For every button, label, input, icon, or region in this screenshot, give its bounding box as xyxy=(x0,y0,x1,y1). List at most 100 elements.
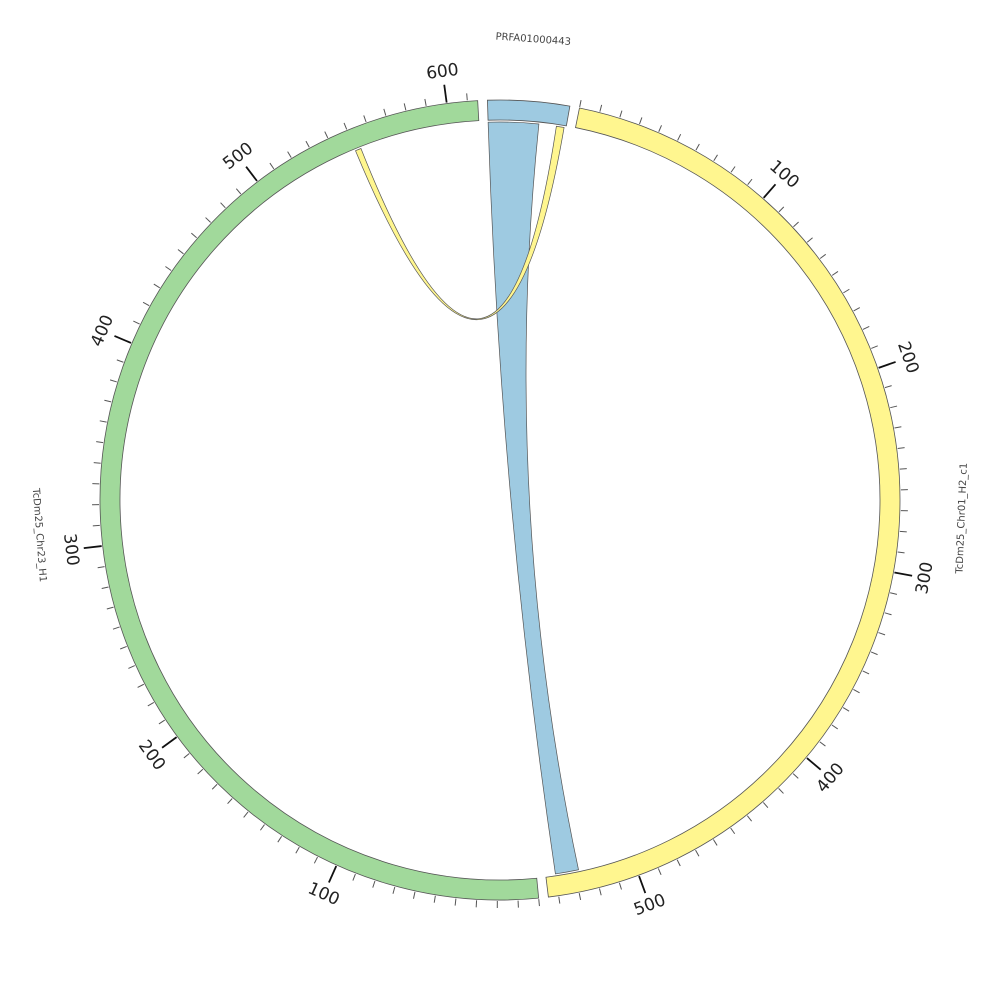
tick-chr01-major xyxy=(894,572,912,575)
tick-chr23-minor xyxy=(102,587,109,589)
tick-chr01-minor xyxy=(747,816,751,822)
tick-chr23-minor xyxy=(159,720,165,724)
tick-chr01-minor xyxy=(579,893,580,900)
tick-chr01-minor xyxy=(885,613,892,615)
tick-chr01-minor xyxy=(696,144,699,150)
tick-chr01-minor xyxy=(853,689,859,692)
tick-chr23-minor xyxy=(228,799,233,804)
tick-chr23-minor xyxy=(353,874,356,881)
tick-chr23-minor xyxy=(539,899,540,906)
segment-label-chr01: TcDm25_Chr01_H2_c1 xyxy=(954,463,969,575)
tick-label-chr23: 300 xyxy=(59,532,83,567)
tick-chr01-minor xyxy=(779,207,784,212)
links-layer xyxy=(356,122,579,874)
tick-chr23-minor xyxy=(325,132,328,138)
tick-chr01-minor xyxy=(894,427,901,428)
tick-label-chr01: 400 xyxy=(813,759,849,797)
tick-chr01-minor xyxy=(559,897,560,904)
tick-chr01-minor xyxy=(898,552,905,553)
tick-chr01-minor xyxy=(731,167,735,173)
tick-chr23-minor xyxy=(94,463,101,464)
tick-chr01-minor xyxy=(807,238,812,242)
tick-label-chr23: 600 xyxy=(425,60,460,84)
tick-chr23-minor xyxy=(344,123,347,129)
tick-chr01-minor xyxy=(658,868,661,874)
tick-chr01-minor xyxy=(843,708,849,712)
tick-chr01-minor xyxy=(779,788,784,793)
tick-chr01-minor xyxy=(580,100,581,107)
tick-chr01-minor xyxy=(878,633,885,635)
tick-chr23-minor xyxy=(98,567,105,568)
tick-chr01-minor xyxy=(900,469,907,470)
tick-chr23-minor xyxy=(128,666,134,669)
tick-chr23-minor xyxy=(244,812,248,817)
tick-chr23-major xyxy=(329,866,336,882)
tick-chr01-major xyxy=(764,184,776,198)
tick-chr23-minor xyxy=(260,825,264,831)
tick-chr23-minor xyxy=(143,302,149,305)
tick-label-chr23: 400 xyxy=(87,312,118,350)
tick-chr23-minor xyxy=(184,754,189,758)
tick-chr01-minor xyxy=(748,179,752,185)
segment-label-PRFA01000443: PRFA01000443 xyxy=(495,31,571,47)
tick-chr23-minor xyxy=(306,141,309,147)
segment-chr01 xyxy=(546,108,900,897)
tick-chr23-minor xyxy=(455,899,456,906)
tick-chr23-minor xyxy=(413,892,414,899)
tick-chr01-minor xyxy=(600,105,602,112)
tick-chr01-minor xyxy=(678,134,681,140)
tick-chr23-minor xyxy=(100,421,107,422)
tick-chr01-minor xyxy=(619,883,621,890)
link-0 xyxy=(488,122,578,874)
tick-chr23-minor xyxy=(278,836,282,842)
tick-label-chr23: 200 xyxy=(134,736,169,774)
tick-chr23-major xyxy=(114,336,131,343)
tick-chr23-minor xyxy=(191,233,196,238)
tick-chr01-minor xyxy=(820,254,826,258)
tick-chr23-minor xyxy=(393,887,395,894)
tick-chr01-minor xyxy=(890,593,897,595)
tick-label-chr23: 100 xyxy=(305,879,343,911)
tick-chr23-minor xyxy=(120,646,127,649)
tick-chr01-minor xyxy=(713,840,717,846)
tick-chr01-minor xyxy=(885,386,892,388)
tick-chr01-minor xyxy=(793,222,798,227)
tick-chr01-minor xyxy=(820,742,826,746)
tick-chr23-minor xyxy=(384,109,386,116)
tick-chr23-minor xyxy=(117,360,124,362)
tick-chr23-minor xyxy=(270,163,274,169)
tick-chr23-minor xyxy=(154,284,160,288)
tick-chr01-minor xyxy=(793,774,798,779)
tick-chr23-major xyxy=(246,167,257,181)
tick-chr23-major xyxy=(84,546,102,548)
tick-chr23-minor xyxy=(221,203,226,208)
tick-chr23-minor xyxy=(107,607,114,609)
tick-label-chr01: 300 xyxy=(912,560,938,596)
tick-chr01-minor xyxy=(599,888,601,895)
tick-chr01-minor xyxy=(871,346,877,349)
tick-chr01-minor xyxy=(731,828,735,834)
tick-chr23-minor xyxy=(467,93,468,100)
tick-chr23-minor xyxy=(296,847,300,853)
tick-chr01-minor xyxy=(871,652,877,655)
tick-chr23-minor xyxy=(113,627,120,629)
tick-chr01-minor xyxy=(832,271,838,275)
segment-label-chr23: TcDm25_Chr23_H1 xyxy=(30,487,48,583)
tick-chr01-major xyxy=(879,362,896,368)
tick-chr23-minor xyxy=(110,380,117,382)
tick-chr01-minor xyxy=(832,725,838,729)
tick-chr01-minor xyxy=(763,802,768,807)
tick-chr23-minor xyxy=(206,218,211,223)
tick-chr01-major xyxy=(807,758,821,770)
tick-chr01-minor xyxy=(900,531,907,532)
tick-label-chr01: 200 xyxy=(893,339,923,376)
tick-chr23-minor xyxy=(96,442,103,443)
tick-chr23-minor xyxy=(178,249,184,253)
tick-chr01-minor xyxy=(639,117,641,124)
tick-label-chr01: 100 xyxy=(765,156,803,192)
tick-chr23-minor xyxy=(148,702,154,706)
tick-chr23-minor xyxy=(104,400,111,402)
tick-label-chr23: 500 xyxy=(219,139,257,175)
